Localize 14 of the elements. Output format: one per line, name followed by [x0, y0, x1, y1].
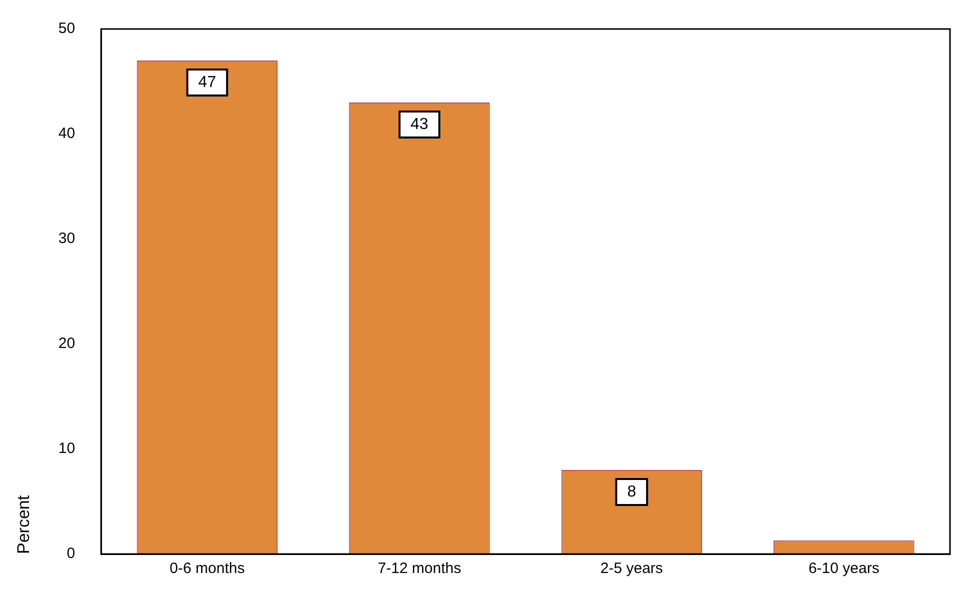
y-tick-label: 40 [58, 125, 76, 142]
x-tick-label: 0-6 months [170, 560, 245, 578]
x-tick-label: 2-5 years [600, 560, 663, 578]
y-tick-label: 50 [58, 20, 76, 38]
data-label: 43 [410, 116, 428, 133]
y-tick-label: 30 [58, 230, 76, 248]
data-label: 8 [627, 483, 636, 500]
y-axis-title: Percent [14, 495, 33, 554]
y-tick-label: 0 [66, 545, 76, 562]
x-tick-label: 7-12 months [378, 560, 462, 578]
y-tick-label: 10 [58, 440, 76, 458]
x-tick-label: 6-10 years [808, 560, 880, 578]
data-label: 47 [198, 74, 216, 91]
y-tick-label: 20 [58, 335, 76, 352]
